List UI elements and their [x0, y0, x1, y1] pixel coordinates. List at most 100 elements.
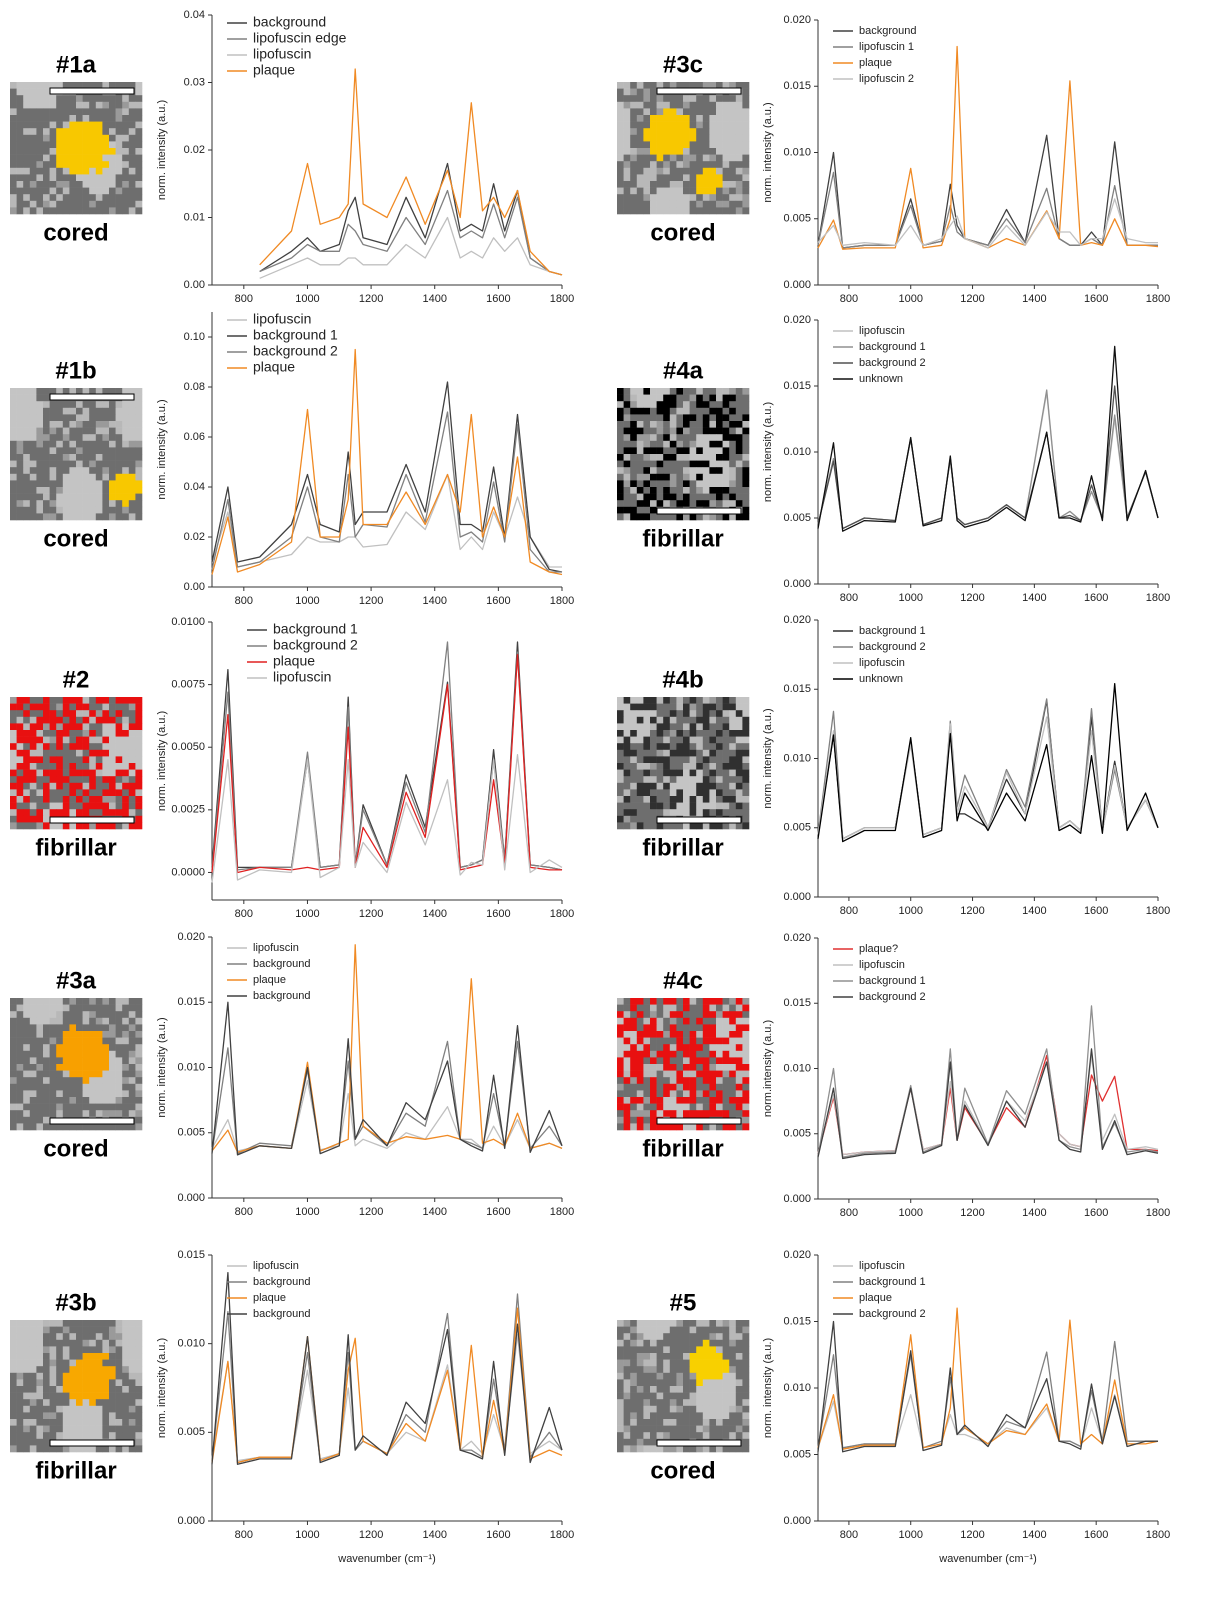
map-pixel: [676, 1386, 683, 1393]
map-pixel: [116, 1018, 123, 1025]
map-pixel: [709, 122, 716, 129]
map-pixel: [36, 1005, 43, 1012]
x-tick-label: 1000: [898, 905, 922, 917]
map-pixel: [729, 414, 736, 421]
map-pixel: [56, 1366, 63, 1373]
map-pixel: [736, 763, 743, 770]
map-pixel: [637, 441, 644, 448]
map-pixel: [676, 480, 683, 487]
map-pixel: [10, 181, 17, 188]
map-pixel: [122, 1097, 129, 1104]
map-pixel: [43, 194, 50, 201]
map-pixel: [683, 1412, 690, 1419]
map-pixel: [76, 1051, 83, 1058]
map-pixel: [716, 1353, 723, 1360]
map-pixel: [36, 1057, 43, 1064]
map-pixel: [637, 1038, 644, 1045]
map-pixel: [723, 467, 730, 474]
map-pixel: [102, 1110, 109, 1117]
map-pixel: [637, 1445, 644, 1452]
map-pixel: [663, 763, 670, 770]
map-pixel: [683, 723, 690, 730]
map-pixel: [116, 1327, 123, 1334]
map-pixel: [650, 414, 657, 421]
map-pixel: [96, 730, 103, 737]
map-pixel: [17, 1379, 24, 1386]
map-pixel: [716, 1110, 723, 1117]
map-pixel: [637, 1064, 644, 1071]
map-pixel: [50, 1051, 57, 1058]
map-pixel: [23, 783, 30, 790]
map-pixel: [723, 461, 730, 468]
map-pixel: [703, 108, 710, 115]
map-pixel: [650, 401, 657, 408]
map-pixel: [30, 1097, 37, 1104]
map-pixel: [670, 704, 677, 711]
map-pixel: [23, 1084, 30, 1091]
map-pixel: [736, 1399, 743, 1406]
map-pixel: [729, 188, 736, 195]
map-pixel: [630, 414, 637, 421]
map-pixel: [43, 89, 50, 96]
map-pixel: [63, 1353, 70, 1360]
map-pixel: [729, 1005, 736, 1012]
map-pixel: [109, 128, 116, 135]
map-pixel: [617, 1097, 624, 1104]
map-pixel: [663, 1379, 670, 1386]
map-pixel: [50, 434, 57, 441]
map-pixel: [617, 723, 624, 730]
x-tick-label: 1800: [550, 595, 574, 607]
y-axis-label: norm. intensity (a.u.): [762, 402, 774, 502]
map-pixel: [50, 467, 57, 474]
map-pixel: [96, 1044, 103, 1051]
map-pixel: [69, 447, 76, 454]
map-pixel: [109, 1051, 116, 1058]
map-pixel: [102, 194, 109, 201]
map-pixel: [50, 717, 57, 724]
map-pixel: [690, 1333, 697, 1340]
map-pixel: [83, 1366, 90, 1373]
map-pixel: [129, 1005, 136, 1012]
map-pixel: [624, 998, 631, 1005]
map-pixel: [617, 513, 624, 520]
map-pixel: [43, 441, 50, 448]
y-tick-label: 0.03: [184, 76, 205, 88]
map-pixel: [36, 743, 43, 750]
x-tick-label: 1600: [1084, 1207, 1108, 1219]
map-pixel: [135, 168, 142, 175]
map-pixel: [56, 474, 63, 481]
map-pixel: [63, 1057, 70, 1064]
map-pixel: [617, 1353, 624, 1360]
map-pixel: [50, 1333, 57, 1340]
legend-label: background 2: [253, 343, 338, 359]
map-pixel: [89, 1412, 96, 1419]
map-pixel: [69, 128, 76, 135]
x-tick-label: 1000: [898, 1207, 922, 1219]
map-pixel: [676, 763, 683, 770]
y-axis-label: norm. intensity (a.u.): [156, 399, 168, 499]
map-pixel: [709, 1071, 716, 1078]
map-pixel: [617, 796, 624, 803]
map-pixel: [43, 1110, 50, 1117]
map-pixel: [663, 1031, 670, 1038]
map-pixel: [723, 194, 730, 201]
map-pixel: [69, 1064, 76, 1071]
map-pixel: [116, 507, 123, 514]
map-pixel: [670, 188, 677, 195]
map-pixel: [630, 194, 637, 201]
map-pixel: [729, 1333, 736, 1340]
map-pixel: [76, 467, 83, 474]
map-pixel: [30, 135, 37, 142]
map-pixel: [690, 1386, 697, 1393]
map-pixel: [10, 135, 17, 142]
map-pixel: [676, 1077, 683, 1084]
map-pixel: [23, 1038, 30, 1045]
map-pixel: [83, 1084, 90, 1091]
map-pixel: [709, 743, 716, 750]
map-pixel: [102, 1340, 109, 1347]
map-pixel: [709, 1373, 716, 1380]
map-pixel: [716, 168, 723, 175]
map-pixel: [676, 388, 683, 395]
map-pixel: [742, 1399, 749, 1406]
map-pixel: [736, 1406, 743, 1413]
